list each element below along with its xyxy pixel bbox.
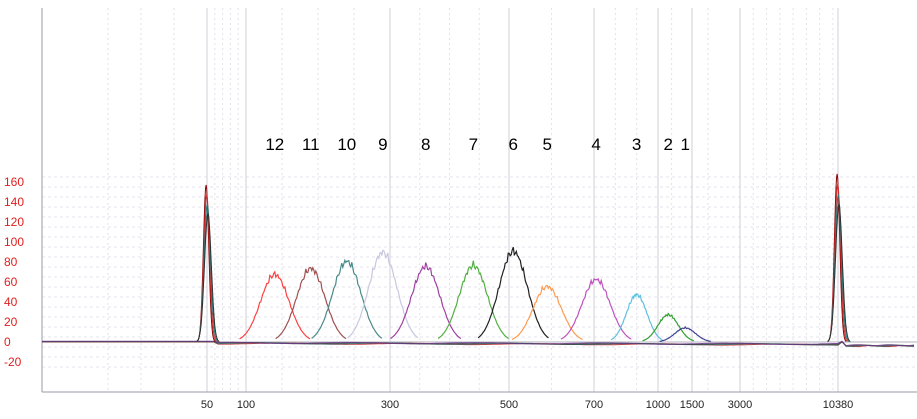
marker-peaks bbox=[196, 173, 851, 342]
x-tick-label: 50 bbox=[201, 399, 213, 411]
series-peak-2 bbox=[642, 312, 694, 342]
peak-label: 10 bbox=[337, 135, 356, 154]
y-tick-labels: -20 0 20 40 60 80 100 120 140 160 bbox=[4, 175, 24, 369]
y-tick-label: 60 bbox=[4, 275, 18, 289]
y-tick-label: 120 bbox=[4, 215, 24, 229]
peak-label: 11 bbox=[302, 135, 320, 154]
series-peak-6 bbox=[477, 246, 549, 339]
series-peak-3 bbox=[610, 293, 663, 341]
y-tick-label: 160 bbox=[4, 175, 24, 189]
grid bbox=[42, 8, 917, 392]
y-tick-label: 140 bbox=[4, 195, 24, 209]
peak-label: 6 bbox=[509, 135, 518, 154]
peak-label: 2 bbox=[663, 135, 672, 154]
x-tick-label: 1500 bbox=[680, 399, 704, 411]
peak-labels: 12 11 10 9 8 7 6 5 4 3 2 1 bbox=[265, 135, 690, 154]
y-tick-label: 100 bbox=[4, 235, 24, 249]
x-tick-labels: 50 100 300 500 700 1000 1500 3000 10380 bbox=[201, 399, 853, 411]
series-peak-7 bbox=[437, 260, 509, 339]
marker-peak-50 bbox=[196, 213, 220, 342]
baseline-traces bbox=[42, 340, 915, 348]
y-tick-label: 20 bbox=[4, 315, 18, 329]
series-peak-8 bbox=[390, 262, 462, 340]
x-tick-label: 500 bbox=[500, 399, 518, 411]
peak-label: 3 bbox=[632, 135, 641, 154]
peak-label: 8 bbox=[421, 135, 430, 154]
series-peak-1 bbox=[659, 325, 711, 342]
x-tick-label: 300 bbox=[381, 399, 399, 411]
series-peak-10 bbox=[311, 258, 383, 339]
x-tick-label: 3000 bbox=[728, 399, 752, 411]
marker-peak-10380 bbox=[827, 204, 851, 342]
baseline-trace bbox=[42, 340, 915, 347]
peak-label: 12 bbox=[265, 135, 284, 154]
series-layer bbox=[239, 246, 711, 342]
y-tick-label: -20 bbox=[4, 355, 22, 369]
peak-label: 5 bbox=[543, 135, 552, 154]
x-tick-label: 1000 bbox=[646, 399, 670, 411]
x-tick-label: 10380 bbox=[823, 399, 854, 411]
peak-label: 1 bbox=[680, 135, 689, 154]
peak-label: 7 bbox=[469, 135, 478, 154]
peak-label: 9 bbox=[378, 135, 387, 154]
x-tick-label: 100 bbox=[237, 399, 255, 411]
series-peak-11 bbox=[275, 266, 347, 340]
y-tick-label: 80 bbox=[4, 255, 18, 269]
series-peak-4 bbox=[560, 277, 632, 340]
x-tick-label: 700 bbox=[585, 399, 603, 411]
y-tick-label: 0 bbox=[4, 335, 11, 349]
series-peak-12 bbox=[239, 270, 311, 340]
series-peak-5 bbox=[511, 284, 583, 340]
y-tick-label: 40 bbox=[4, 295, 18, 309]
peak-label: 4 bbox=[591, 135, 600, 154]
series-peak-9 bbox=[347, 249, 419, 339]
